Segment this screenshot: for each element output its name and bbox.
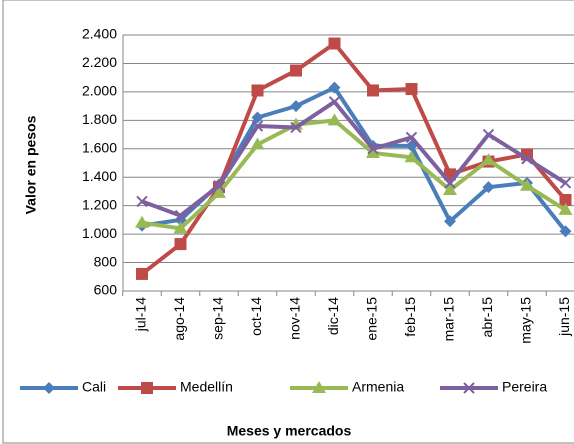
- y-tick-label: 1.200: [82, 196, 117, 212]
- legend-label: Armenia: [352, 379, 404, 395]
- y-tick-label: 600: [94, 282, 118, 298]
- legend-label: Cali: [82, 379, 106, 395]
- x-tick-label: sep-14: [210, 297, 226, 340]
- y-tick-label: 1.800: [82, 111, 117, 127]
- data-point: [290, 64, 302, 77]
- x-tick-label: jul-14: [133, 297, 149, 332]
- data-point: [174, 209, 187, 222]
- legend-label: Medellín: [180, 379, 233, 395]
- data-point: [404, 150, 419, 163]
- x-tick-label: ago-14: [171, 297, 187, 341]
- data-point: [135, 215, 149, 228]
- data-point: [405, 83, 418, 96]
- data-point: [327, 113, 342, 126]
- data-point: [444, 177, 456, 189]
- x-tick-label: oct-14: [248, 297, 264, 336]
- data-point: [251, 120, 264, 132]
- data-point: [366, 146, 380, 159]
- x-axis-title: Meses y mercados: [227, 423, 352, 439]
- data-point: [328, 81, 341, 94]
- data-point: [212, 185, 226, 198]
- y-tick-label: 2.200: [82, 54, 117, 70]
- data-point: [559, 193, 572, 206]
- data-point: [250, 137, 265, 150]
- data-point: [559, 225, 572, 238]
- y-tick-label: 800: [94, 253, 118, 269]
- y-tick-label: 2.400: [82, 26, 117, 42]
- y-tick-label: 1.000: [82, 225, 117, 241]
- data-point: [174, 213, 187, 226]
- data-point: [213, 180, 225, 192]
- y-tick-label: 1.600: [82, 139, 117, 155]
- data-point: [173, 221, 188, 234]
- data-point: [174, 238, 187, 251]
- y-axis-title: Valor en pesos: [23, 115, 39, 214]
- x-tick-label: nov-14: [287, 297, 303, 340]
- legend-marker: [43, 382, 55, 394]
- data-point: [482, 128, 495, 141]
- data-point: [443, 183, 457, 196]
- legend-marker: [312, 381, 326, 393]
- x-tick-label: may-15: [518, 297, 534, 344]
- data-point: [328, 96, 341, 108]
- legend-marker: [141, 382, 153, 394]
- data-point: [251, 111, 264, 124]
- legend-label: Pereira: [502, 379, 547, 395]
- data-point: [367, 84, 379, 97]
- series-line: [141, 99, 567, 218]
- data-point: [481, 153, 496, 166]
- x-tick-label: feb-15: [402, 297, 418, 337]
- y-tick-label: 1.400: [82, 168, 117, 184]
- data-point: [405, 131, 418, 144]
- data-point: [251, 84, 264, 97]
- data-point: [482, 181, 495, 194]
- data-point: [136, 267, 148, 280]
- x-tick-label: jun-15: [556, 297, 572, 337]
- x-tick-label: dic-14: [325, 297, 341, 335]
- data-point: [559, 177, 572, 189]
- x-tick-label: ene-15: [364, 297, 380, 341]
- x-tick-label: mar-15: [441, 297, 457, 342]
- data-point: [521, 153, 533, 165]
- legend-marker: [463, 382, 475, 394]
- data-point: [328, 37, 341, 50]
- data-point: [136, 195, 148, 208]
- data-point: [290, 100, 302, 113]
- x-tick-label: abr-15: [479, 297, 495, 338]
- data-point: [558, 202, 573, 215]
- y-tick-label: 2.000: [82, 83, 117, 99]
- data-point: [290, 121, 302, 134]
- data-point: [367, 143, 379, 155]
- data-point: [520, 178, 534, 191]
- data-point: [444, 215, 456, 228]
